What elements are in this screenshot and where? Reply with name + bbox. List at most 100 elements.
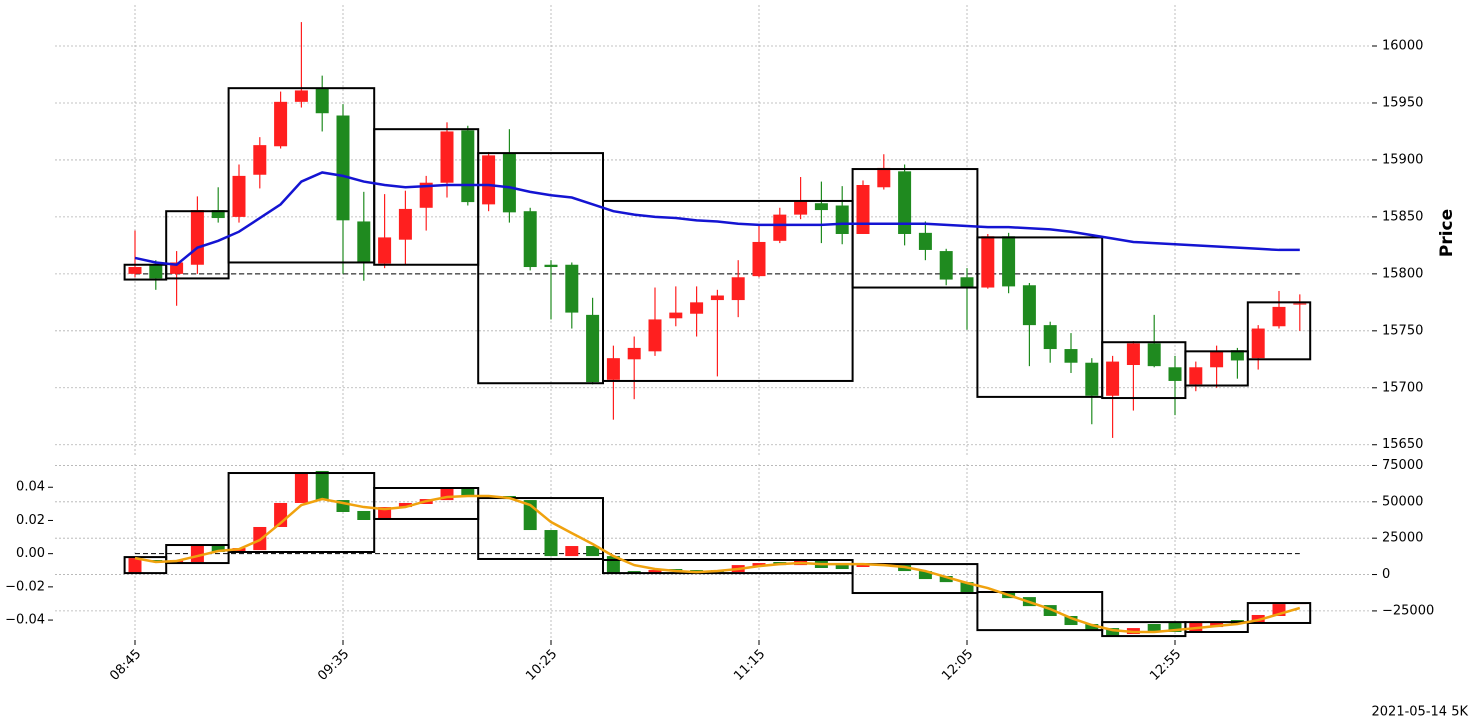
candle-body <box>606 358 620 380</box>
moving-average-line <box>134 171 1300 267</box>
box <box>227 87 376 264</box>
candle-body <box>211 545 225 552</box>
x-tick-label: 09:35 <box>315 647 352 684</box>
x-tick-label: 12:55 <box>1147 647 1184 684</box>
candle-body <box>357 510 371 520</box>
x-tick-label: 11:15 <box>731 647 768 684</box>
candle-body <box>253 145 267 175</box>
candle-body <box>1106 628 1120 637</box>
y2-tick-label: −0.02 <box>5 579 45 594</box>
candle-body <box>731 277 745 301</box>
candle-body <box>856 564 870 567</box>
y-tick-label: 15750 <box>1382 323 1423 338</box>
x-tick-label: 08:45 <box>107 647 144 684</box>
box <box>851 168 979 289</box>
y-tick-label: 15950 <box>1382 95 1423 110</box>
moving-average-line <box>134 494 1301 634</box>
x-tick-label: 10:25 <box>523 647 560 684</box>
y-tick-label: 16000 <box>1382 39 1423 54</box>
candle-body <box>128 558 142 574</box>
y2-tick-label: 0.00 <box>16 546 45 561</box>
candle-body <box>1126 343 1140 365</box>
candle-body <box>586 546 600 557</box>
candle-body <box>378 237 392 264</box>
y-tick-label: 0 <box>1382 567 1390 582</box>
candle-body <box>294 90 308 102</box>
candle-body <box>981 236 995 288</box>
candle-body <box>315 88 329 114</box>
box <box>1184 350 1249 387</box>
candle-body <box>461 488 475 498</box>
candle-body <box>274 101 288 147</box>
candle-body <box>1293 303 1307 305</box>
box <box>1246 602 1312 624</box>
box <box>165 544 230 565</box>
candle-body <box>1251 328 1265 359</box>
y-tick-label: 15650 <box>1382 437 1423 452</box>
candle-body <box>378 507 392 520</box>
candle-body <box>1251 614 1265 623</box>
box <box>1246 301 1312 361</box>
box <box>1184 621 1249 633</box>
candle-body <box>1272 604 1286 616</box>
candle-body <box>752 563 766 567</box>
box <box>477 152 605 385</box>
candle-body <box>149 264 163 279</box>
box <box>123 556 168 575</box>
candle-body <box>669 312 683 319</box>
y-tick-label: −25000 <box>1382 603 1434 618</box>
y2-tick-label: 0.04 <box>16 480 45 495</box>
candle-body <box>398 502 412 508</box>
candle-body <box>918 571 932 580</box>
candle-body <box>232 175 246 217</box>
candle-body <box>482 155 496 205</box>
candle-body <box>939 576 953 583</box>
candle-body <box>1022 285 1036 326</box>
candle-body <box>128 267 142 274</box>
candle-body <box>461 130 475 203</box>
box <box>851 563 979 595</box>
x-tick-label: 12:05 <box>939 647 976 684</box>
candle-body <box>773 214 787 241</box>
candle-body <box>1272 306 1286 327</box>
candle-body <box>357 221 371 263</box>
y-tick-label: 15800 <box>1382 266 1423 281</box>
candle-body <box>856 185 870 234</box>
candle-body <box>898 171 912 234</box>
candle-body <box>627 571 641 574</box>
candle-body <box>1189 367 1203 385</box>
y-tick-label: 15900 <box>1382 152 1423 167</box>
candle-body <box>1043 605 1057 616</box>
candle-body <box>1064 349 1078 363</box>
candle-body <box>648 570 662 574</box>
candle-body <box>1147 343 1161 367</box>
candle-body <box>918 232 932 250</box>
candle-body <box>627 347 641 360</box>
candle-body <box>1168 622 1182 632</box>
candle-body <box>814 203 828 211</box>
candle-body <box>523 211 537 268</box>
candle-body <box>211 210 225 219</box>
y-axis-label: Price <box>1437 209 1457 257</box>
box <box>477 497 605 560</box>
candle-body <box>419 182 433 208</box>
candle-body <box>1043 325 1057 350</box>
y2-tick-label: −0.04 <box>5 613 45 628</box>
candle-body <box>170 262 184 274</box>
candle-body <box>648 319 662 352</box>
candle-body <box>835 205 849 234</box>
y-tick-label: 50000 <box>1382 494 1423 509</box>
candle-body <box>752 241 766 277</box>
candle-body <box>939 251 953 280</box>
candle-body <box>315 470 329 501</box>
candle-body <box>1230 350 1244 361</box>
candle-body <box>336 115 350 221</box>
candle-body <box>960 582 974 592</box>
candle-body <box>586 314 600 383</box>
candle-body <box>544 530 558 557</box>
candle-body <box>1147 624 1161 631</box>
candle-body <box>1002 236 1016 287</box>
y-tick-label: 15850 <box>1382 209 1423 224</box>
